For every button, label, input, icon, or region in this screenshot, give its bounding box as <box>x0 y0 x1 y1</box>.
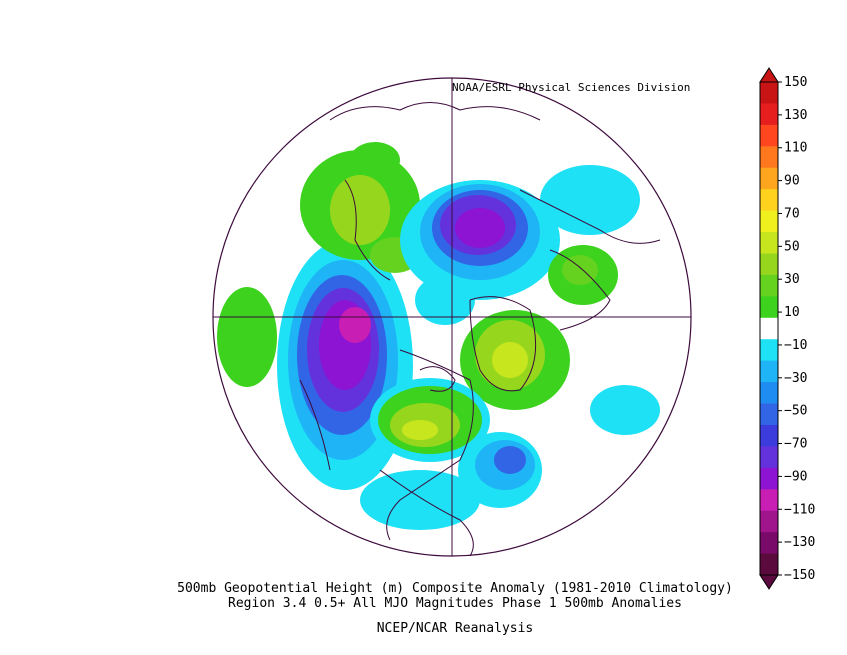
colorbar-band <box>760 253 778 276</box>
colorbar-band <box>760 124 778 147</box>
colorbar-label: 30 <box>784 272 800 287</box>
colorbar-band <box>760 189 778 212</box>
credit-label: NOAA/ESRL Physical Sciences Division <box>452 81 691 94</box>
colorbar-band <box>760 510 778 533</box>
colorbar-band <box>760 339 778 362</box>
colorbar-band <box>760 210 778 233</box>
colorbar-band <box>760 103 778 126</box>
colorbar-band <box>760 532 778 555</box>
colorbar-label: 90 <box>784 174 800 189</box>
colorbar-band <box>760 232 778 254</box>
colorbar-label: 70 <box>784 206 800 221</box>
colorbar-band <box>760 82 778 104</box>
colorbar-band <box>760 317 778 340</box>
colorbar-band <box>760 553 778 576</box>
colorbar-band <box>760 382 778 405</box>
coastlines <box>299 102 661 557</box>
colorbar-label: 50 <box>784 239 800 254</box>
colorbar-label: −10 <box>784 338 807 353</box>
colorbar-band <box>760 167 778 190</box>
colorbar-label: 150 <box>784 75 807 90</box>
colorbar-label: 10 <box>784 305 800 320</box>
colorbar-frame <box>759 81 779 576</box>
caption-source: NCEP/NCAR Reanalysis <box>376 621 534 636</box>
colorbar-band <box>760 424 778 447</box>
colorbar-label: −90 <box>784 469 807 484</box>
colorbar-label: 110 <box>784 141 807 156</box>
colorbar-label: −150 <box>784 568 815 583</box>
colorbar-label: −130 <box>784 535 815 550</box>
colorbar-label: −70 <box>784 437 807 452</box>
negative-anomaly-region <box>590 385 660 435</box>
colorbar-band <box>760 446 778 469</box>
positive-anomaly-region <box>217 287 277 387</box>
colorbar-band <box>760 360 778 383</box>
caption-title: 500mb Geopotential Height (m) Composite … <box>177 581 733 596</box>
colorbar-label: −50 <box>784 404 807 419</box>
colorbar-max-arrow <box>759 67 779 83</box>
colorbar-band <box>760 467 778 490</box>
colorbar-band <box>760 489 778 512</box>
colorbar-label: −110 <box>784 502 815 517</box>
caption-subtitle: Region 3.4 0.5+ All MJO Magnitudes Phase… <box>228 596 682 611</box>
colorbar-band <box>760 296 778 319</box>
colorbar-label: −30 <box>784 371 807 386</box>
colorbar-label: 130 <box>784 108 807 123</box>
colorbar-band <box>760 274 778 297</box>
colorbar-band <box>760 403 778 426</box>
colorbar-band <box>760 146 778 169</box>
